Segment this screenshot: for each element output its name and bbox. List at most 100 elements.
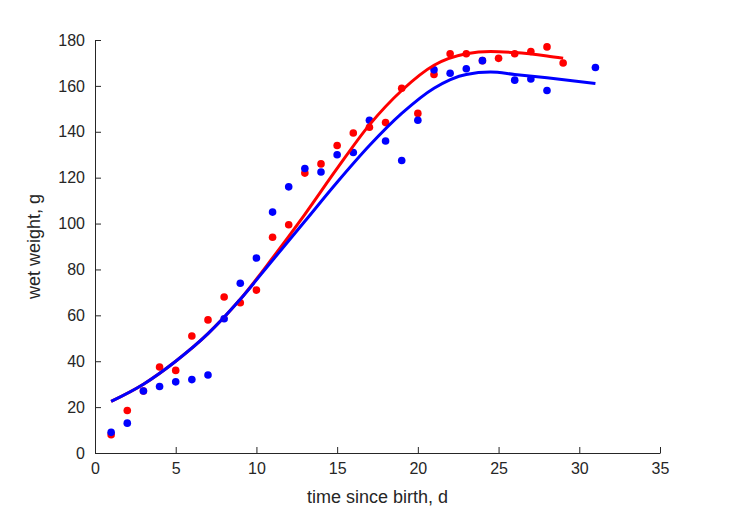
data-point bbox=[123, 419, 131, 427]
x-tick: 5 bbox=[172, 447, 181, 477]
x-tick: 35 bbox=[652, 447, 670, 477]
data-layer bbox=[107, 43, 599, 438]
data-point bbox=[414, 110, 422, 118]
data-point bbox=[592, 64, 600, 72]
y-axis: 0 20 40 60 80 100 120 140 160 180 bbox=[58, 32, 101, 462]
data-point bbox=[559, 59, 567, 67]
y-tick-mark bbox=[95, 407, 101, 408]
scatter-series bbox=[107, 57, 599, 436]
data-point bbox=[285, 183, 293, 191]
y-tick: 40 bbox=[67, 353, 101, 370]
y-tick: 140 bbox=[58, 123, 101, 140]
scatter-series bbox=[107, 43, 567, 438]
fit-line bbox=[111, 72, 595, 401]
data-point bbox=[479, 57, 487, 65]
data-point bbox=[398, 157, 406, 165]
data-point bbox=[156, 383, 164, 391]
data-point bbox=[140, 387, 148, 395]
x-tick-mark bbox=[337, 447, 338, 453]
x-axis-title: time since birth, d bbox=[307, 487, 448, 507]
data-point bbox=[204, 316, 212, 324]
data-point bbox=[511, 76, 519, 84]
x-tick: 25 bbox=[490, 447, 508, 477]
x-tick: 15 bbox=[329, 447, 347, 477]
data-point bbox=[107, 429, 115, 437]
x-tick: 10 bbox=[248, 447, 266, 477]
data-point bbox=[253, 254, 261, 262]
data-point bbox=[446, 69, 454, 77]
data-point bbox=[414, 117, 422, 125]
data-point bbox=[495, 55, 503, 63]
y-tick: 80 bbox=[67, 261, 101, 278]
x-tick-mark bbox=[256, 447, 257, 453]
y-tick-mark bbox=[95, 178, 101, 179]
y-tick-label: 180 bbox=[58, 32, 85, 49]
data-point bbox=[253, 286, 261, 294]
data-point bbox=[333, 151, 341, 159]
data-point bbox=[188, 376, 196, 384]
fit-line bbox=[111, 51, 563, 401]
x-tick-label: 15 bbox=[329, 460, 347, 477]
x-axis-line bbox=[96, 453, 661, 454]
y-axis-title: wet weight, g bbox=[24, 194, 44, 300]
y-tick-mark bbox=[95, 453, 101, 454]
x-tick-label: 35 bbox=[652, 460, 670, 477]
x-tick: 20 bbox=[409, 447, 427, 477]
data-point bbox=[204, 371, 212, 379]
data-point bbox=[285, 221, 293, 229]
y-tick-mark bbox=[95, 315, 101, 316]
y-tick: 120 bbox=[58, 169, 101, 186]
chart: 0 5 10 15 20 25 30 35 0 20 40 60 80 100 120 140 160 180 ti… bbox=[0, 0, 729, 521]
data-point bbox=[349, 129, 357, 137]
x-tick-label: 5 bbox=[172, 460, 181, 477]
data-point bbox=[123, 407, 131, 415]
y-tick: 100 bbox=[58, 215, 101, 232]
data-point bbox=[333, 142, 341, 150]
y-tick: 0 bbox=[76, 445, 101, 462]
x-tick-mark bbox=[579, 447, 580, 453]
data-point bbox=[172, 367, 180, 375]
y-tick-mark bbox=[95, 132, 101, 133]
plot-area: 0 5 10 15 20 25 30 35 0 20 40 60 80 100 120 140 160 180 bbox=[58, 32, 669, 478]
data-point bbox=[317, 160, 325, 168]
data-point bbox=[479, 57, 487, 65]
x-tick: 30 bbox=[571, 447, 589, 477]
data-point bbox=[140, 387, 148, 395]
y-tick-label: 140 bbox=[58, 123, 85, 140]
y-tick: 160 bbox=[58, 78, 101, 95]
data-point bbox=[236, 279, 244, 287]
y-tick-mark bbox=[95, 361, 101, 362]
y-tick-label: 80 bbox=[67, 261, 85, 278]
y-tick-mark bbox=[95, 224, 101, 225]
y-tick-mark bbox=[95, 269, 101, 270]
data-point bbox=[543, 87, 551, 95]
x-tick-label: 20 bbox=[409, 460, 427, 477]
y-tick-label: 100 bbox=[58, 215, 85, 232]
y-tick: 180 bbox=[58, 32, 101, 49]
x-axis: 0 5 10 15 20 25 30 35 bbox=[91, 447, 669, 477]
x-tick-mark bbox=[418, 447, 419, 453]
x-tick-label: 30 bbox=[571, 460, 589, 477]
x-tick-mark bbox=[176, 447, 177, 453]
data-point bbox=[543, 43, 551, 51]
x-tick-mark bbox=[660, 447, 661, 453]
data-point bbox=[172, 378, 180, 386]
data-point bbox=[188, 332, 196, 340]
y-axis-line bbox=[95, 41, 96, 454]
data-point bbox=[301, 165, 309, 173]
y-tick-label: 60 bbox=[67, 307, 85, 324]
data-point bbox=[269, 234, 277, 242]
y-tick-label: 120 bbox=[58, 169, 85, 186]
y-tick-mark bbox=[95, 40, 101, 41]
y-tick-label: 0 bbox=[76, 445, 85, 462]
x-tick-label: 0 bbox=[91, 460, 100, 477]
data-point bbox=[382, 137, 390, 145]
x-tick-mark bbox=[499, 447, 500, 453]
x-tick-label: 10 bbox=[248, 460, 266, 477]
y-tick: 60 bbox=[67, 307, 101, 324]
data-point bbox=[220, 293, 228, 301]
y-tick: 20 bbox=[67, 399, 101, 416]
y-tick-mark bbox=[95, 86, 101, 87]
y-tick-label: 160 bbox=[58, 78, 85, 95]
y-tick-label: 40 bbox=[67, 353, 85, 370]
